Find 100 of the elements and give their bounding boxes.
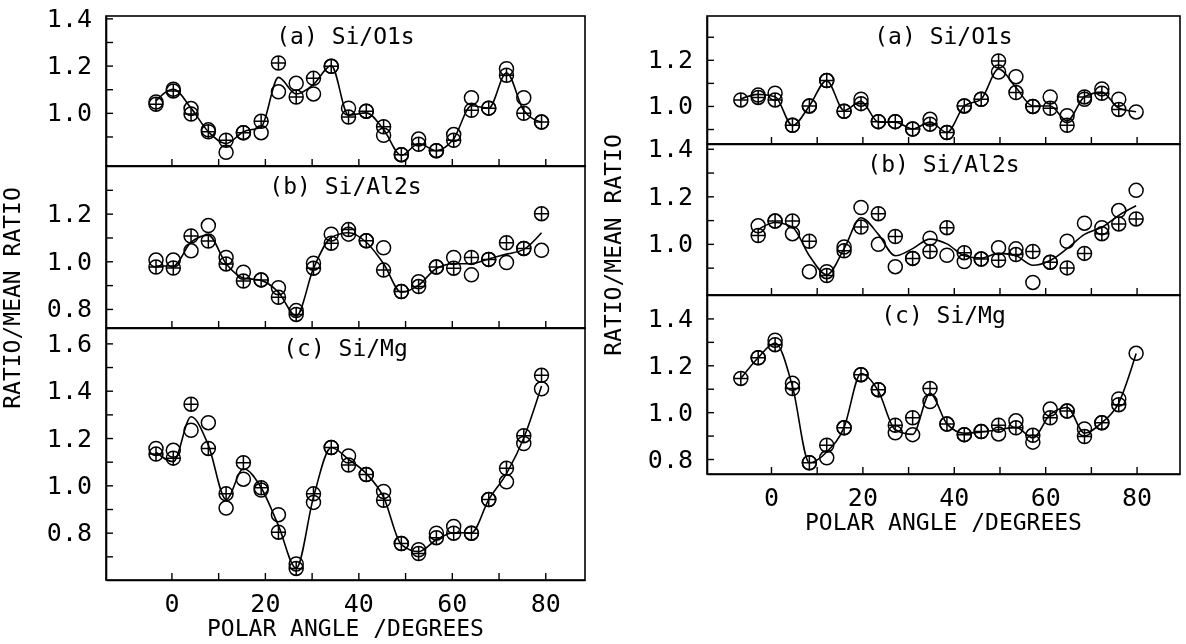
x-tick-label: 20 (847, 482, 878, 512)
point (148, 446, 164, 462)
x-axis-title: POLAR ANGLE /DEGREES (207, 615, 484, 641)
point (887, 417, 904, 434)
point (1076, 245, 1093, 262)
point (165, 260, 182, 276)
point (340, 109, 357, 125)
point (183, 106, 199, 122)
point (533, 367, 550, 384)
point (183, 243, 199, 259)
point (498, 474, 515, 490)
point (870, 236, 887, 253)
point (375, 483, 392, 500)
point (1111, 202, 1127, 219)
point (463, 89, 480, 106)
point (498, 234, 515, 251)
point (990, 64, 1007, 80)
point (1094, 225, 1110, 242)
point (922, 230, 938, 246)
point (1042, 89, 1058, 105)
y-axis-title: RATIO/MEAN RATIO (0, 187, 25, 409)
point (1128, 104, 1144, 120)
point (1076, 428, 1093, 445)
point (922, 243, 938, 260)
point (516, 435, 532, 452)
point (990, 239, 1007, 256)
y-tick-label: 1.0 (46, 470, 92, 500)
point (235, 454, 252, 471)
point (853, 219, 869, 235)
point (853, 91, 869, 108)
point (235, 471, 252, 487)
point (270, 506, 287, 523)
point (218, 256, 234, 272)
y-tick-label: 1.0 (647, 91, 693, 121)
y-tick-label: 0.8 (46, 294, 92, 324)
point (990, 417, 1007, 434)
point (445, 260, 462, 276)
point (784, 213, 801, 229)
point (165, 450, 182, 466)
y-tick-label: 0.8 (46, 518, 92, 548)
point (887, 258, 904, 275)
point (340, 221, 357, 238)
point (516, 105, 532, 122)
point (818, 267, 835, 284)
point (853, 199, 869, 216)
point (922, 116, 938, 132)
point (1076, 215, 1093, 231)
point (1128, 345, 1144, 362)
point (218, 132, 234, 148)
point (445, 249, 462, 266)
point (410, 545, 427, 562)
point (305, 86, 322, 102)
point (1042, 100, 1058, 116)
point (750, 227, 766, 244)
point (200, 414, 217, 431)
point (836, 239, 852, 255)
point (200, 217, 217, 234)
point (375, 119, 392, 135)
point (375, 492, 392, 509)
point (818, 437, 835, 453)
y-tick-label: 1.2 (647, 45, 693, 75)
y-tick-label: 1.2 (647, 181, 693, 211)
point (148, 440, 164, 457)
point (410, 278, 427, 295)
point (733, 370, 749, 387)
chart-title: (b) Si/Al2s (867, 151, 1020, 177)
point (498, 254, 515, 271)
point (270, 289, 287, 306)
point (904, 410, 921, 426)
point (165, 252, 182, 268)
point (801, 263, 818, 280)
point (767, 92, 783, 108)
y-tick-label: 1.2 (647, 350, 693, 380)
point (340, 100, 357, 116)
y-tick-label: 1.2 (46, 423, 92, 453)
point (516, 89, 532, 106)
point (165, 442, 182, 459)
y-tick-label: 1.2 (46, 51, 92, 81)
point (1111, 101, 1127, 118)
y-tick-label: 1.4 (46, 376, 92, 406)
y-tick-label: 1.0 (46, 98, 92, 128)
point (498, 60, 515, 77)
point (445, 132, 462, 148)
x-tick-label: 60 (437, 588, 468, 618)
chart-title: (c) Si/Mg (881, 302, 1006, 328)
point (1111, 216, 1127, 232)
x-axis-title: POLAR ANGLE /DEGREES (805, 509, 1082, 535)
point (288, 75, 304, 92)
point (939, 219, 955, 236)
x-tick-label: 40 (343, 588, 374, 618)
point (428, 529, 445, 546)
point (340, 457, 357, 473)
point (235, 264, 252, 280)
point (183, 228, 199, 244)
x-tick-label: 80 (530, 588, 561, 618)
point (288, 560, 304, 577)
point (870, 205, 887, 222)
point (463, 267, 480, 283)
point (498, 67, 515, 84)
point (323, 235, 339, 251)
